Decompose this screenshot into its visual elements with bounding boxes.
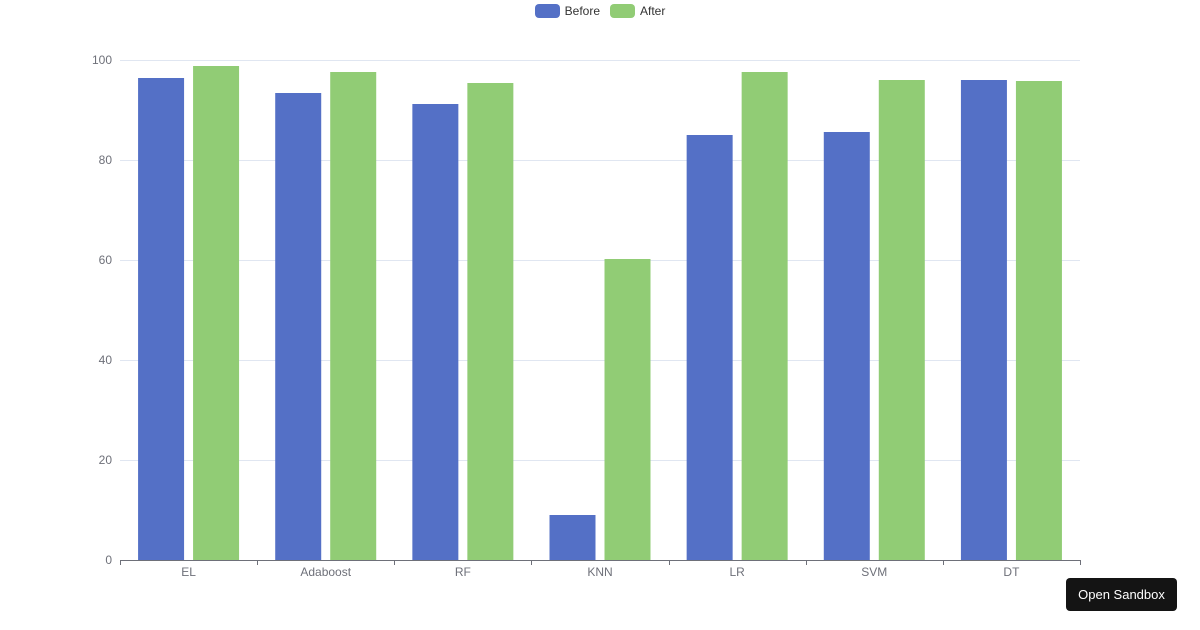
chart-legend: Before After: [0, 4, 1200, 18]
bar-before-knn[interactable]: [549, 515, 596, 560]
y-tick-label: 100: [92, 53, 112, 67]
x-tick-label: SVM: [861, 565, 887, 579]
bar-after-rf[interactable]: [467, 83, 514, 560]
x-tick-label: EL: [181, 565, 196, 579]
bar-before-svm[interactable]: [823, 132, 870, 560]
y-tick-label: 0: [105, 553, 112, 567]
open-sandbox-button[interactable]: Open Sandbox: [1066, 578, 1177, 611]
bar-after-el[interactable]: [193, 66, 240, 560]
x-tick-label: KNN: [587, 565, 612, 579]
bar-before-adaboost[interactable]: [275, 93, 322, 560]
grid-lines: [120, 60, 1080, 461]
bar-after-svm[interactable]: [878, 80, 925, 560]
legend-swatch-after: [610, 4, 635, 18]
bar-after-lr[interactable]: [741, 72, 788, 560]
y-tick-label: 40: [99, 353, 113, 367]
x-tick-label: LR: [729, 565, 745, 579]
x-tick-label: Adaboost: [300, 565, 351, 579]
y-tick-label: 20: [99, 453, 113, 467]
bar-before-rf[interactable]: [412, 104, 459, 560]
x-axis: EL Adaboost RF KNN LR SVM DT: [120, 560, 1081, 579]
bar-before-el[interactable]: [138, 78, 185, 560]
y-axis: 0 20 40 60 80 100: [92, 53, 112, 567]
legend-label-before: Before: [564, 4, 600, 18]
bar-after-dt[interactable]: [1015, 81, 1062, 560]
bars: [138, 66, 1062, 560]
y-tick-label: 60: [99, 253, 113, 267]
bar-after-adaboost[interactable]: [330, 72, 377, 560]
x-tick-label: RF: [455, 565, 471, 579]
legend-item-after[interactable]: After: [610, 4, 665, 18]
legend-label-after: After: [640, 4, 666, 18]
legend-item-before[interactable]: Before: [534, 4, 600, 18]
bar-after-knn[interactable]: [604, 259, 651, 560]
bar-before-lr[interactable]: [686, 135, 733, 560]
legend-swatch-before: [534, 4, 560, 18]
bar-before-dt[interactable]: [960, 80, 1007, 560]
y-tick-label: 80: [99, 153, 113, 167]
x-tick-label: DT: [1003, 565, 1020, 579]
